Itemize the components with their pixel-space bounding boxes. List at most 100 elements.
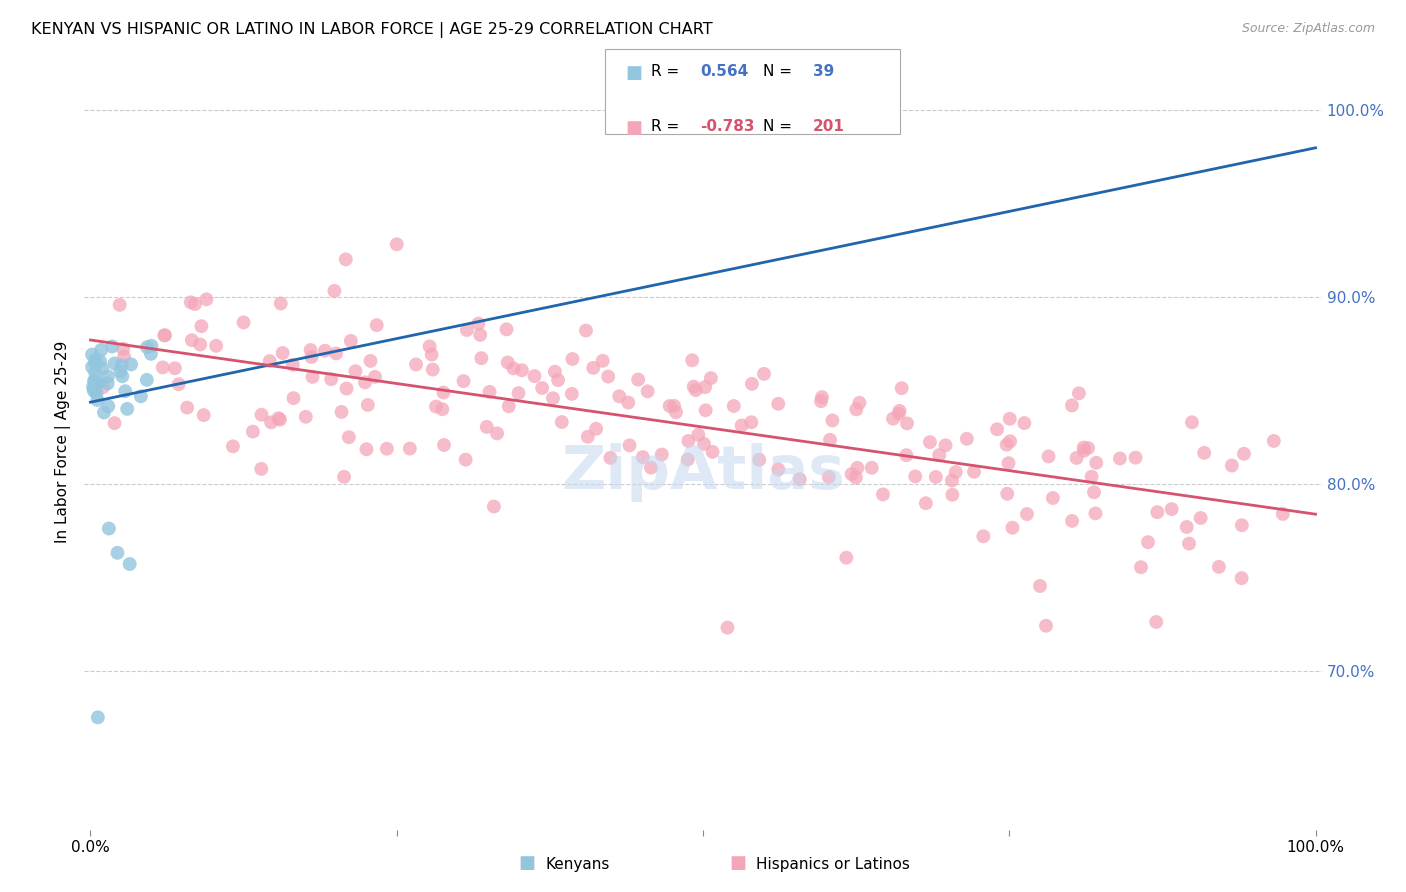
Point [129, 389, 152, 403]
Point [1066, 450, 1088, 465]
Point [1067, 386, 1090, 401]
Point [845, 402, 868, 417]
Point [818, 470, 841, 484]
Point [1230, 571, 1253, 585]
Point [299, 343, 322, 357]
Point [665, 405, 688, 419]
Point [1035, 618, 1057, 632]
Point [118, 557, 141, 571]
Point [716, 621, 738, 635]
Point [685, 383, 707, 397]
Point [547, 373, 569, 387]
Point [640, 460, 662, 475]
Text: ■: ■ [626, 119, 643, 136]
Point [925, 470, 948, 484]
Point [841, 467, 863, 481]
Point [508, 386, 530, 401]
Text: R =: R = [651, 119, 679, 134]
Point [1263, 434, 1285, 448]
Point [110, 365, 132, 379]
Point [83, 374, 105, 388]
Point [872, 487, 894, 501]
Point [1233, 447, 1256, 461]
Point [1077, 441, 1099, 455]
Point [896, 417, 918, 431]
Point [139, 347, 162, 361]
Point [835, 550, 858, 565]
Point [1083, 485, 1105, 500]
Point [271, 346, 294, 360]
Point [1137, 535, 1160, 549]
Point [941, 474, 963, 488]
Text: -0.783: -0.783 [700, 119, 755, 134]
Y-axis label: In Labor Force | Age 25-29: In Labor Force | Age 25-29 [55, 341, 72, 542]
Point [889, 404, 911, 418]
Point [270, 296, 292, 310]
Point [314, 343, 336, 358]
Point [592, 353, 614, 368]
Point [651, 448, 673, 462]
Point [695, 403, 717, 417]
Point [846, 460, 869, 475]
Point [688, 427, 710, 442]
Point [1015, 507, 1038, 521]
Point [333, 470, 356, 484]
Point [748, 452, 770, 467]
Point [83, 381, 105, 395]
Point [375, 442, 398, 456]
Point [467, 317, 489, 331]
Point [301, 350, 323, 364]
Point [90, 343, 112, 357]
Point [301, 370, 323, 384]
Point [678, 434, 700, 448]
Point [496, 355, 519, 369]
Point [112, 350, 135, 364]
Point [1146, 505, 1168, 519]
Point [789, 472, 811, 486]
Point [321, 372, 343, 386]
Point [1175, 520, 1198, 534]
Point [818, 433, 841, 447]
Point [260, 415, 283, 429]
Point [495, 322, 517, 336]
Point [1073, 443, 1095, 458]
Point [934, 438, 956, 452]
Point [114, 384, 136, 399]
Point [1192, 446, 1215, 460]
Point [682, 379, 704, 393]
Text: ■: ■ [730, 855, 747, 872]
Point [904, 469, 927, 483]
Point [1073, 441, 1095, 455]
Point [86, 386, 108, 401]
Point [84, 376, 107, 391]
Point [963, 465, 986, 479]
Point [232, 315, 254, 329]
Point [188, 337, 211, 351]
Point [1084, 507, 1107, 521]
Point [112, 342, 135, 356]
Point [325, 346, 347, 360]
Point [354, 376, 377, 390]
Text: Hispanics or Latinos: Hispanics or Latinos [756, 857, 910, 872]
Point [250, 462, 273, 476]
Point [357, 398, 380, 412]
Point [323, 284, 346, 298]
Point [551, 415, 574, 429]
Point [702, 445, 724, 459]
Point [470, 327, 492, 342]
Point [97, 399, 120, 413]
Point [93, 405, 115, 419]
Point [335, 382, 357, 396]
Point [723, 399, 745, 413]
Point [86, 393, 108, 408]
Point [662, 399, 685, 413]
Point [190, 319, 212, 334]
Point [995, 438, 1018, 452]
Point [882, 411, 904, 425]
Text: KENYAN VS HISPANIC OR LATINO IN LABOR FORCE | AGE 25-29 CORRELATION CHART: KENYAN VS HISPANIC OR LATINO IN LABOR FO… [31, 22, 713, 38]
Point [80, 360, 103, 375]
Point [259, 354, 281, 368]
Point [222, 439, 245, 453]
Point [541, 391, 564, 405]
Point [676, 452, 699, 467]
